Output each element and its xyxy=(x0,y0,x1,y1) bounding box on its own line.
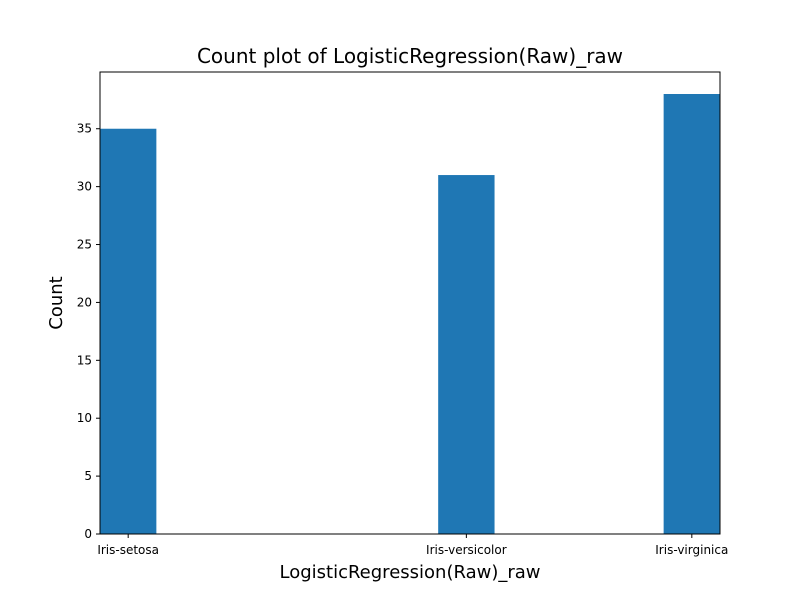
x-axis-label: LogisticRegression(Raw)_raw xyxy=(280,562,541,583)
y-tick-label: 30 xyxy=(77,180,92,194)
bar-iris-versicolor xyxy=(438,175,495,535)
y-tick-label: 15 xyxy=(77,353,92,367)
x-axis-ticks: Iris-setosa Iris-versicolor Iris-virginica xyxy=(97,534,728,557)
bar-iris-virginica xyxy=(663,94,720,534)
y-tick-label: 20 xyxy=(77,295,92,309)
x-tick-label: Iris-virginica xyxy=(655,543,728,557)
chart-title: Count plot of LogisticRegression(Raw)_ra… xyxy=(197,44,623,68)
x-tick-label: Iris-setosa xyxy=(97,543,159,557)
plot-frame xyxy=(99,71,721,535)
y-tick-label: 35 xyxy=(77,122,92,136)
bar-iris-setosa xyxy=(100,128,157,534)
x-tick-label: Iris-versicolor xyxy=(426,543,507,557)
y-axis-label: Count xyxy=(46,276,67,329)
y-tick-label: 10 xyxy=(77,411,92,425)
y-tick-label: 0 xyxy=(84,527,92,541)
y-axis-ticks: 0 5 10 15 20 25 30 35 xyxy=(77,122,100,541)
y-tick-label: 25 xyxy=(77,238,92,252)
y-tick-label: 5 xyxy=(84,469,92,483)
bars-group xyxy=(100,94,720,535)
